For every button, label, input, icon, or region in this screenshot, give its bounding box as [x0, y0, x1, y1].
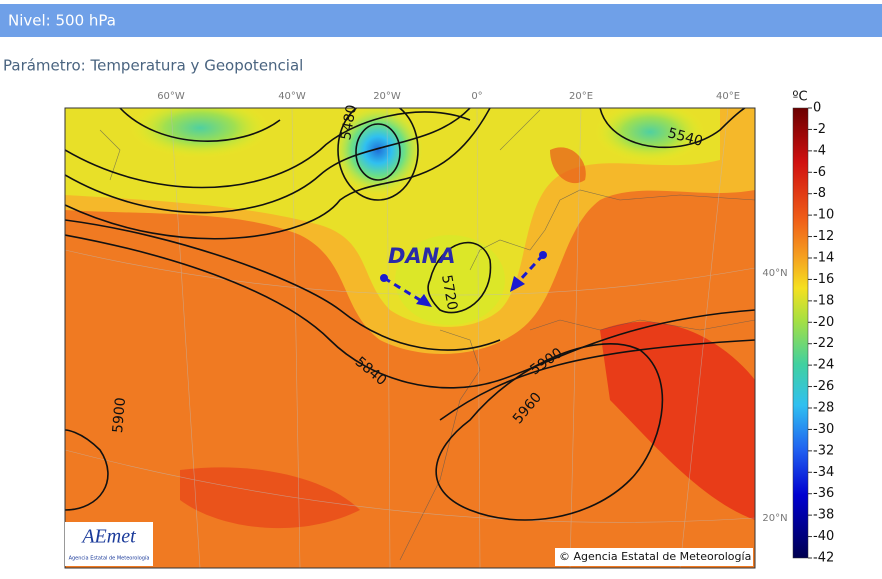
colorbar-tick-label: -18 [813, 293, 834, 308]
dana-arrows [380, 251, 547, 307]
longitude-label: 40°W [278, 91, 306, 102]
dana-label: DANA [388, 244, 456, 268]
colorbar-tick-label: -14 [813, 251, 834, 266]
longitude-label: 0° [471, 91, 482, 102]
colorbar-tick-label: -8 [813, 186, 826, 201]
logo-name: AEmet [80, 526, 136, 548]
colorbar-tick-label: -26 [813, 379, 834, 394]
colorbar-tick-label: 0 [813, 101, 821, 116]
colorbar-tick-label: -22 [813, 336, 834, 351]
logo-box [65, 522, 153, 566]
longitude-labels: 60°W 40°W 20°W 0° 20°E 40°E [157, 91, 740, 102]
header-title: Nivel: 500 hPa [8, 12, 116, 30]
logo-subtitle: Agencia Estatal de Meteorología [69, 555, 150, 562]
colorbar-tick-label: -42 [813, 551, 834, 566]
colorbar-tick-label: -28 [813, 401, 834, 416]
longitude-label: 40°E [716, 91, 740, 102]
longitude-label: 20°W [373, 91, 401, 102]
colorbar-tick-label: -16 [813, 272, 834, 287]
colorbar-tick-label: -20 [813, 315, 834, 330]
colorbar [792, 107, 809, 559]
latitude-labels: 40°N 20°N [762, 268, 787, 524]
colorbar-tick-label: -34 [813, 465, 834, 480]
map-frame [64, 107, 756, 569]
latitude-label: 20°N [762, 513, 787, 524]
colorbar-tick-label: -24 [813, 358, 834, 373]
colorbar-tick-label: -40 [813, 529, 834, 544]
colorbar-tick-label: -38 [813, 508, 834, 523]
colorbar-tick-label: -32 [813, 443, 834, 458]
colorbar-tick-label: -12 [813, 229, 834, 244]
colorbar-tick-label: -36 [813, 486, 834, 501]
copyright-box [555, 548, 753, 566]
colorbar-tick-label: -30 [813, 422, 834, 437]
colorbar-tick-label: -10 [813, 208, 834, 223]
colorbar-unit: ºC [792, 90, 807, 105]
latitude-label: 40°N [762, 268, 787, 279]
subtitle: Parámetro: Temperatura y Geopotencial [3, 57, 303, 75]
map [65, 108, 755, 568]
contour-label: 5480 [338, 104, 360, 142]
longitude-label: 60°W [157, 91, 185, 102]
longitude-label: 20°E [569, 91, 593, 102]
colorbar-tick-label: -2 [813, 122, 826, 137]
header-bar [0, 4, 882, 37]
copyright: © Agencia Estatal de Meteorología [559, 550, 751, 563]
colorbar-tick-label: -4 [813, 143, 826, 158]
colorbar-tick-label: -6 [813, 165, 826, 180]
contour-label: 5720 [438, 274, 460, 312]
contour-label: 5900 [110, 397, 129, 434]
